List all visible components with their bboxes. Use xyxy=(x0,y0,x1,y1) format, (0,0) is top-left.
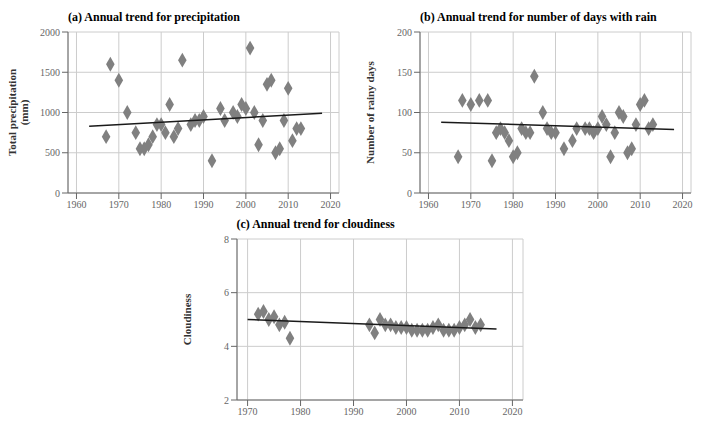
svg-text:500: 500 xyxy=(45,147,60,158)
svg-text:1980: 1980 xyxy=(290,406,310,417)
html-text:(c) Annual trend for cloudines: (c) Annual trend for cloudiness xyxy=(236,217,395,231)
svg-text:2010: 2010 xyxy=(278,199,298,210)
svg-text:1990: 1990 xyxy=(343,406,363,417)
svg-text:Cloudiness: Cloudiness xyxy=(181,293,193,345)
svg-text:1970: 1970 xyxy=(237,406,257,417)
svg-text:1980: 1980 xyxy=(151,199,171,210)
svg-text:1970: 1970 xyxy=(461,199,481,210)
svg-text:1990: 1990 xyxy=(194,199,214,210)
svg-text:1500: 1500 xyxy=(40,67,60,78)
svg-text:2000: 2000 xyxy=(588,199,608,210)
svg-text:2000: 2000 xyxy=(40,27,60,38)
svg-text:Number of rainy days: Number of rainy days xyxy=(364,60,376,163)
svg-text:2020: 2020 xyxy=(502,406,522,417)
html-text:(a) Annual trend for precipita: (a) Annual trend for precipitation xyxy=(68,10,240,24)
svg-text:8: 8 xyxy=(224,234,229,245)
svg-text:1980: 1980 xyxy=(503,199,523,210)
svg-text:Total precipitation(mm): Total precipitation(mm) xyxy=(8,69,31,156)
svg-text:2010: 2010 xyxy=(630,199,650,210)
svg-text:200: 200 xyxy=(397,27,412,38)
svg-text:1960: 1960 xyxy=(66,199,86,210)
svg-text:2020: 2020 xyxy=(673,199,693,210)
html-text:(b) Annual trend for number of: (b) Annual trend for number of days with… xyxy=(420,10,657,24)
svg-text:6: 6 xyxy=(224,287,229,298)
svg-text:1000: 1000 xyxy=(40,107,60,118)
svg-text:150: 150 xyxy=(397,67,412,78)
svg-text:2010: 2010 xyxy=(449,406,469,417)
svg-text:4: 4 xyxy=(224,341,229,352)
svg-text:2: 2 xyxy=(224,395,229,406)
svg-text:2000: 2000 xyxy=(236,199,256,210)
svg-text:1970: 1970 xyxy=(109,199,129,210)
svg-text:50: 50 xyxy=(402,147,412,158)
svg-text:0: 0 xyxy=(407,188,412,199)
svg-text:1990: 1990 xyxy=(546,199,566,210)
svg-text:100: 100 xyxy=(397,107,412,118)
svg-text:1960: 1960 xyxy=(418,199,438,210)
svg-text:0: 0 xyxy=(55,188,60,199)
svg-text:2020: 2020 xyxy=(321,199,341,210)
svg-text:2000: 2000 xyxy=(396,406,416,417)
